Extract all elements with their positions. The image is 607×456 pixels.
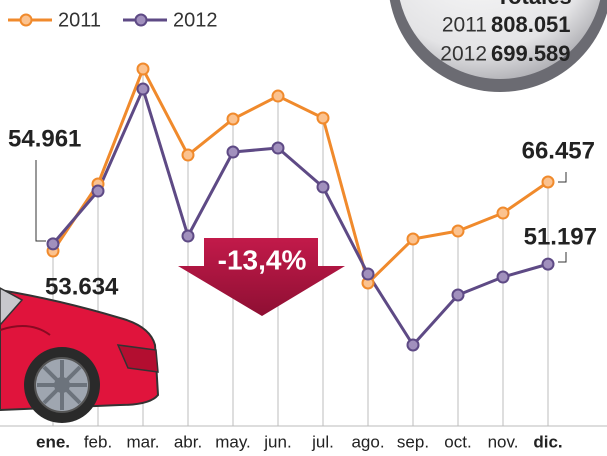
totals-disc — [399, 0, 601, 79]
totals-year: 2011 — [442, 14, 487, 37]
legend-label: 2011 — [58, 9, 101, 31]
value-label: 66.457 — [522, 137, 595, 164]
legend-marker — [134, 13, 148, 27]
x-tick-label: oct. — [444, 432, 471, 451]
point — [451, 288, 465, 302]
x-tick-label: abr. — [174, 432, 202, 451]
point — [271, 89, 285, 103]
totals-title: Totales — [496, 0, 571, 9]
car-illustration — [0, 287, 160, 423]
value-label: 53.634 — [45, 273, 119, 300]
value-label: 51.197 — [524, 223, 597, 250]
point — [226, 112, 240, 126]
totals-value: 808.051 — [491, 12, 571, 37]
series-line — [51, 87, 549, 347]
label-bracket — [558, 252, 567, 263]
decrease-arrow — [178, 238, 345, 316]
totals-value: 699.589 — [491, 41, 571, 66]
point — [271, 141, 285, 155]
label-bracket — [558, 172, 567, 183]
point — [181, 229, 195, 243]
x-tick-label: nov. — [488, 432, 519, 451]
point — [136, 62, 150, 76]
x-tick-label: ene. — [36, 432, 70, 451]
point — [541, 257, 555, 271]
point — [496, 270, 510, 284]
point — [451, 224, 465, 238]
x-tick-label: may. — [215, 432, 251, 451]
point — [406, 232, 420, 246]
point — [136, 82, 150, 96]
point — [181, 148, 195, 162]
legend: 2011 2012 — [8, 9, 218, 31]
point — [361, 267, 375, 281]
x-tick-label: mar. — [126, 432, 159, 451]
x-tick-label: jun. — [263, 432, 291, 451]
point — [316, 111, 330, 125]
x-tick-label: feb. — [84, 432, 112, 451]
change-label: -13,4% — [218, 244, 307, 275]
point — [46, 237, 60, 251]
point — [541, 175, 555, 189]
x-tick-label: dic. — [533, 432, 562, 451]
value-label: 54.961 — [8, 125, 81, 152]
point — [226, 145, 240, 159]
label-bracket — [35, 160, 46, 242]
point — [91, 184, 105, 198]
totals-year: 2012 — [440, 43, 487, 66]
plot: ene. feb. mar. abr. may. jun. jul. ago. sep. oct.… — [8, 62, 597, 451]
x-tick-label: jul. — [311, 432, 334, 451]
point — [316, 180, 330, 194]
point — [496, 206, 510, 220]
x-tick-label: ago. — [351, 432, 384, 451]
point — [406, 338, 420, 352]
series-line — [51, 67, 549, 285]
legend-marker — [19, 13, 33, 27]
x-tick-label: sep. — [397, 432, 429, 451]
legend-label: 2012 — [173, 9, 218, 31]
